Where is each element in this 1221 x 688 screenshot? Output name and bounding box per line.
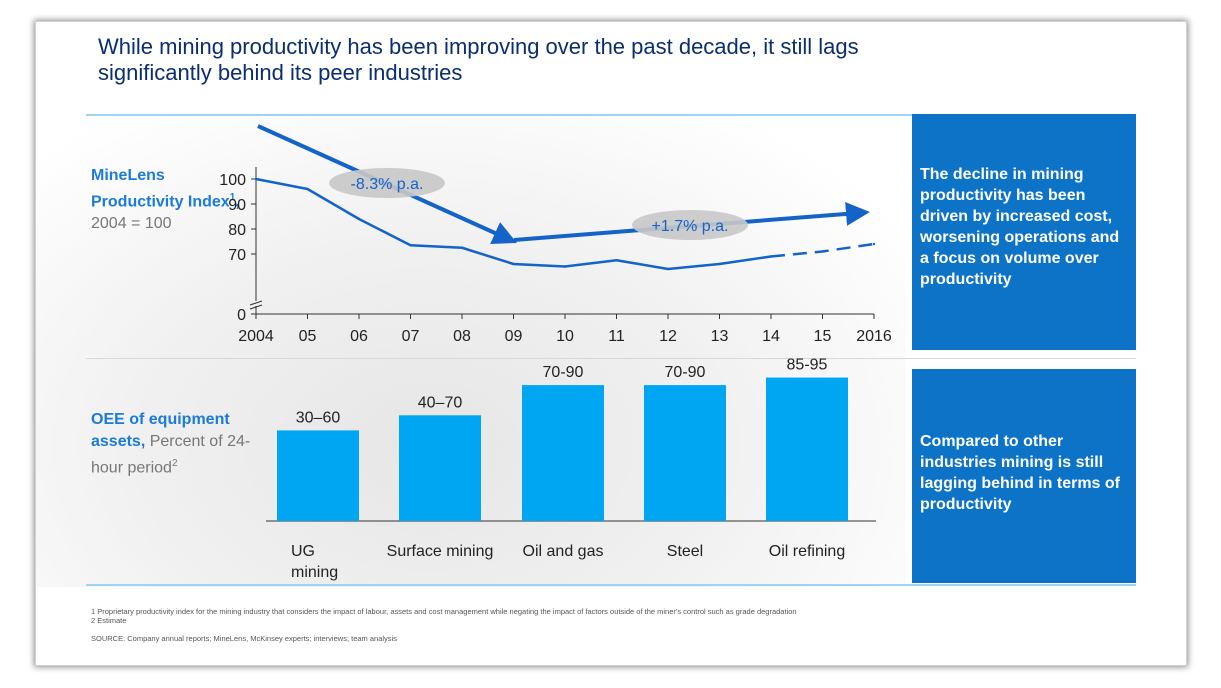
divider-top — [86, 114, 1136, 116]
oee-bar — [522, 385, 604, 521]
oee-category-label: UG — [291, 543, 315, 560]
trend-label-growth: +1.7% p.a. — [652, 218, 729, 235]
productivity-index-point — [409, 244, 412, 247]
x-tick-label: 14 — [762, 328, 780, 345]
divider-bottom — [86, 584, 1136, 586]
x-tick-label: 10 — [556, 328, 574, 345]
productivity-index-point — [872, 242, 876, 246]
productivity-index-point — [460, 246, 464, 249]
footnote-2: 2 Estimate — [91, 616, 127, 625]
productivity-index-label-bold: MineLens Productivity Index — [91, 167, 230, 211]
oee-bar — [766, 377, 848, 521]
y-tick-label: 100 — [219, 172, 246, 189]
productivity-index-point — [666, 267, 670, 271]
x-tick-label: 09 — [505, 328, 523, 345]
productivity-index-point — [306, 187, 309, 191]
callout-productivity-decline: The decline in mining productivity has b… — [912, 114, 1136, 350]
x-tick-label: 13 — [711, 328, 729, 345]
oee-bar-value-label: 40–70 — [418, 394, 463, 411]
productivity-index-point — [563, 265, 567, 268]
oee-label-rest: Percent of 24-hour period — [91, 433, 251, 477]
oee-bar — [277, 430, 359, 521]
oee-label: OEE of equipment assets, Percent of 24-h… — [91, 409, 251, 479]
productivity-index-label-base: 2004 = 100 — [91, 215, 172, 233]
oee-bar-value-label: 30–60 — [296, 409, 341, 426]
oee-category-label: Oil and gas — [523, 543, 604, 560]
oee-category-label: Steel — [667, 543, 703, 560]
productivity-index-point — [512, 262, 515, 266]
charts-canvas: 0 70 80 90 100 2004 05 06 07 08 09 10 11 12 13 14 15 2016… — [219, 124, 892, 581]
x-tick-label: 15 — [814, 328, 832, 345]
productivity-index-point — [254, 177, 258, 181]
trend-pill-growth — [632, 210, 748, 240]
oee-category-label: Oil refining — [769, 543, 845, 560]
y-tick-label: 0 — [237, 307, 246, 324]
callout-lagging-behind: Compared to other industries mining is s… — [912, 369, 1136, 583]
source-note: SOURCE: Company annual reports; MineLens… — [91, 634, 397, 643]
slide-title: While mining productivity has been impro… — [98, 34, 859, 85]
x-tick-label: 07 — [402, 328, 420, 345]
x-tick-label: 11 — [608, 328, 625, 345]
productivity-index-label-comma: , — [235, 193, 240, 211]
y-tick-label: 90 — [228, 197, 246, 214]
axis-break-mark — [249, 300, 263, 306]
oee-label-bold: OEE of equipment assets, — [91, 411, 230, 450]
x-tick-label: 2004 — [238, 328, 274, 345]
oee-bar-value-label: 85-95 — [787, 357, 828, 374]
oee-bar-value-label: 70-90 — [665, 364, 706, 381]
divider-middle — [86, 358, 1136, 359]
trend-label-decline: -8.3% p.a. — [351, 176, 424, 193]
x-tick-label: 06 — [350, 328, 368, 345]
productivity-index-footnote-mark: 1 — [229, 192, 236, 203]
oee-bar — [644, 385, 726, 521]
productivity-index-point — [718, 262, 721, 266]
x-tick-label: 12 — [659, 328, 677, 345]
oee-category-label: Surface mining — [387, 543, 494, 560]
slide: While mining productivity has been impro… — [35, 21, 1187, 666]
productivity-index-point — [615, 259, 618, 262]
productivity-index-point — [769, 255, 773, 258]
oee-bar — [399, 415, 481, 521]
productivity-index-estimate-line — [770, 242, 875, 258]
footnotes: 1 Proprietary productivity index for the… — [91, 607, 1151, 643]
axis-break-mark — [249, 304, 263, 310]
oee-bar-value-label: 70-90 — [543, 364, 584, 381]
productivity-index-point — [357, 217, 361, 221]
x-tick-label: 08 — [453, 328, 471, 345]
productivity-index-label: MineLens Productivity Index1, 2004 = 100 — [91, 165, 251, 235]
trend-pill-decline — [329, 168, 445, 198]
oee-category-label: mining — [291, 564, 338, 581]
y-tick-label: 80 — [228, 222, 246, 239]
oee-footnote-mark: 2 — [171, 458, 178, 469]
y-tick-label: 70 — [228, 247, 246, 264]
footnote-1: 1 Proprietary productivity index for the… — [91, 607, 797, 616]
x-tick-label: 05 — [299, 328, 317, 345]
productivity-index-point — [821, 250, 824, 253]
x-tick-label: 2016 — [856, 328, 892, 345]
